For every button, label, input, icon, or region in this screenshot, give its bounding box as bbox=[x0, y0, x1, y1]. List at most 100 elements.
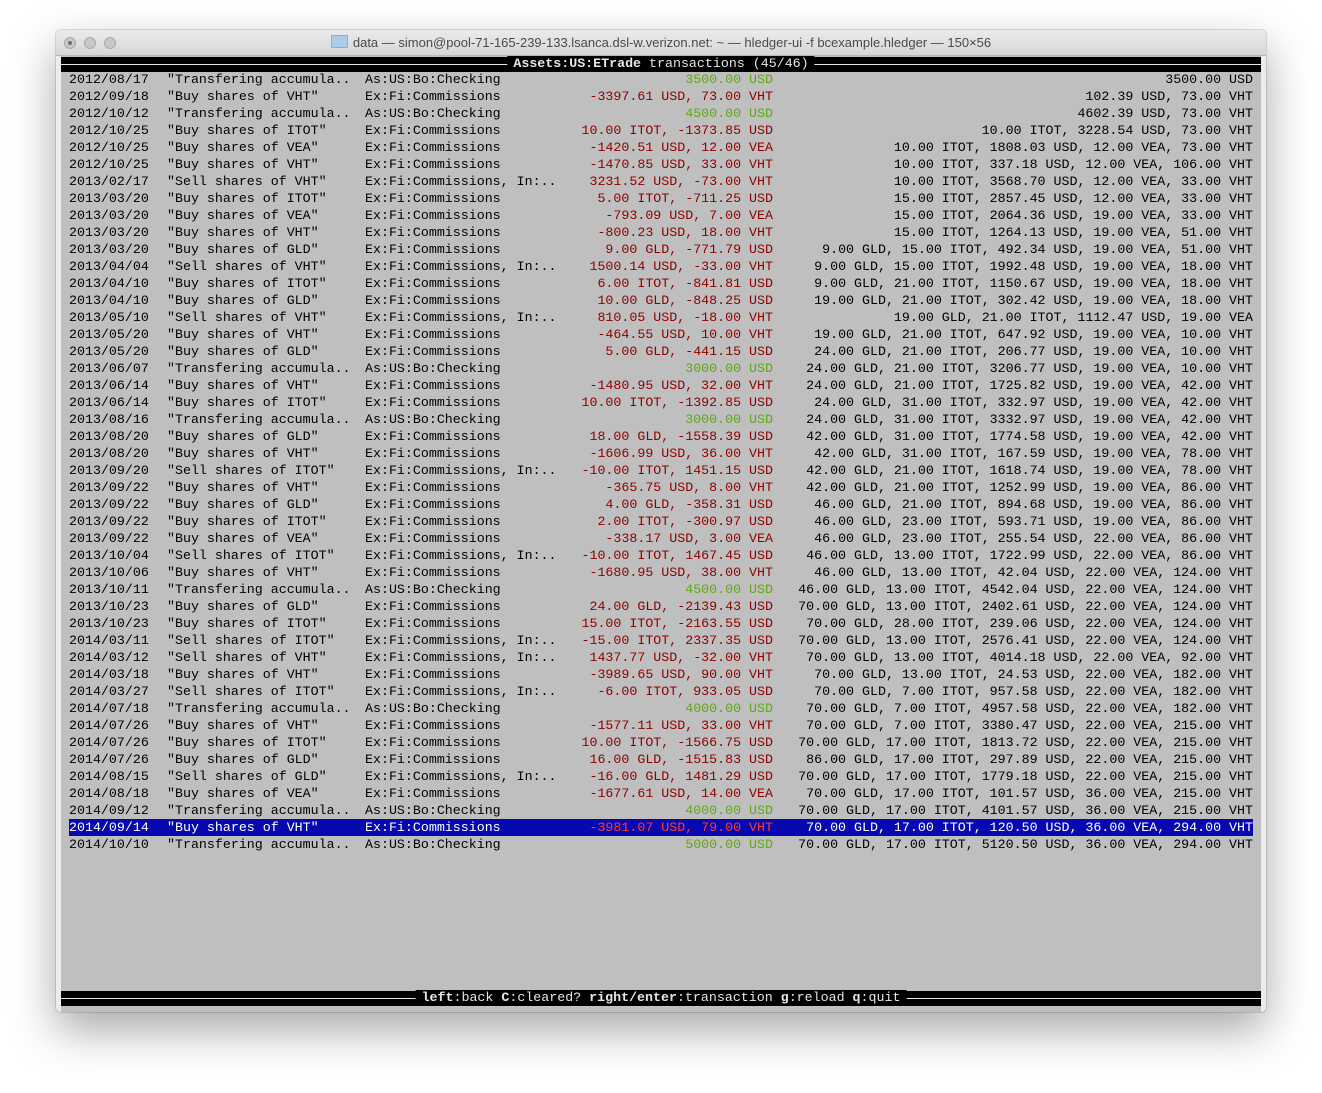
table-row[interactable]: 2013/05/10 "Sell shares of VHT" Ex:Fi:Comm… bbox=[61, 309, 1261, 326]
amount-cell: -15.00 ITOT, 2337.35 USD bbox=[581, 633, 773, 648]
table-row[interactable]: 2013/10/04 "Sell shares of ITOT" Ex:Fi:Com… bbox=[61, 547, 1261, 564]
amount-cell: -10.00 ITOT, 1467.45 USD bbox=[581, 548, 773, 563]
balance-cell: 24.00 GLD, 31.00 ITOT, 3332.97 USD, 19.0… bbox=[806, 412, 1253, 427]
description-cell: "Buy shares of VHT" bbox=[167, 820, 319, 835]
table-row[interactable]: 2013/03/20 "Buy shares of ITOT" Ex:Fi:Comm… bbox=[61, 190, 1261, 207]
description-cell: "Buy shares of GLD" bbox=[167, 293, 319, 308]
description-cell: "Buy shares of VHT" bbox=[167, 480, 319, 495]
table-row[interactable]: 2013/03/20 "Buy shares of VEA" Ex:Fi:Commi… bbox=[61, 207, 1261, 224]
description-cell: "Buy shares of GLD" bbox=[167, 752, 319, 767]
window-title: data — simon@pool-71-165-239-133.lsanca.… bbox=[56, 35, 1266, 50]
date-cell: 2014/07/26 bbox=[69, 752, 149, 767]
table-row[interactable]: 2013/08/20 "Buy shares of GLD" Ex:Fi:Commi… bbox=[61, 428, 1261, 445]
account-cell: As:US:Bo:Checking bbox=[365, 72, 501, 87]
description-cell: "Buy shares of VHT" bbox=[167, 225, 319, 240]
table-row[interactable]: 2013/08/16 "Transfering accumula.. As:US:B… bbox=[61, 411, 1261, 428]
balance-cell: 70.00 GLD, 13.00 ITOT, 2576.41 USD, 22.0… bbox=[798, 633, 1253, 648]
table-row[interactable]: 2013/09/22 "Buy shares of ITOT" Ex:Fi:Comm… bbox=[61, 513, 1261, 530]
table-row[interactable]: 2013/10/23 "Buy shares of GLD" Ex:Fi:Commi… bbox=[61, 598, 1261, 615]
table-row[interactable]: 2014/07/26 "Buy shares of GLD" Ex:Fi:Commi… bbox=[61, 751, 1261, 768]
date-cell: 2013/03/20 bbox=[69, 191, 149, 206]
table-row[interactable]: 2012/10/25 "Buy shares of VEA" Ex:Fi:Commi… bbox=[61, 139, 1261, 156]
table-row[interactable]: 2013/10/11 "Transfering accumula.. As:US:B… bbox=[61, 581, 1261, 598]
balance-cell: 10.00 ITOT, 3568.70 USD, 12.00 VEA, 33.0… bbox=[893, 174, 1253, 189]
table-row[interactable]: 2013/06/14 "Buy shares of ITOT" Ex:Fi:Comm… bbox=[61, 394, 1261, 411]
table-row[interactable]: 2013/08/20 "Buy shares of VHT" Ex:Fi:Commi… bbox=[61, 445, 1261, 462]
description-cell: "Transfering accumula.. bbox=[167, 803, 351, 818]
key-hint: C:cleared? bbox=[501, 990, 582, 1005]
date-cell: 2012/08/17 bbox=[69, 72, 149, 87]
table-row[interactable]: 2013/03/20 "Buy shares of GLD" Ex:Fi:Commi… bbox=[61, 241, 1261, 258]
table-row[interactable]: 2013/04/10 "Buy shares of ITOT" Ex:Fi:Comm… bbox=[61, 275, 1261, 292]
balance-cell: 10.00 ITOT, 1808.03 USD, 12.00 VEA, 73.0… bbox=[893, 140, 1253, 155]
table-row[interactable]: 2014/08/15 "Sell shares of GLD" Ex:Fi:Comm… bbox=[61, 768, 1261, 785]
table-row[interactable]: 2012/09/18 "Buy shares of VHT" Ex:Fi:Commi… bbox=[61, 88, 1261, 105]
table-row[interactable]: 2014/03/11 "Sell shares of ITOT" Ex:Fi:Com… bbox=[61, 632, 1261, 649]
table-row[interactable]: 2012/10/25 "Buy shares of ITOT" Ex:Fi:Comm… bbox=[61, 122, 1261, 139]
table-row[interactable]: 2013/04/04 "Sell shares of VHT" Ex:Fi:Comm… bbox=[61, 258, 1261, 275]
account-cell: Ex:Fi:Commissions bbox=[365, 667, 501, 682]
balance-cell: 42.00 GLD, 31.00 ITOT, 167.59 USD, 19.00… bbox=[814, 446, 1253, 461]
date-cell: 2013/02/17 bbox=[69, 174, 149, 189]
terminal-screen[interactable]: Assets:US:ETrade transactions (45/46) 20… bbox=[61, 56, 1261, 1012]
amount-cell: 3000.00 USD bbox=[685, 361, 773, 376]
amount-cell: 10.00 ITOT, -1566.75 USD bbox=[581, 735, 773, 750]
balance-cell: 102.39 USD, 73.00 VHT bbox=[1085, 89, 1253, 104]
table-row[interactable]: 2013/10/23 "Buy shares of ITOT" Ex:Fi:Comm… bbox=[61, 615, 1261, 632]
table-row[interactable]: 2014/07/26 "Buy shares of VHT" Ex:Fi:Commi… bbox=[61, 717, 1261, 734]
date-cell: 2013/10/23 bbox=[69, 616, 149, 631]
description-cell: "Buy shares of VHT" bbox=[167, 89, 319, 104]
table-row[interactable]: 2014/10/10 "Transfering accumula.. As:US:B… bbox=[61, 836, 1261, 853]
table-row[interactable]: 2013/05/20 "Buy shares of VHT" Ex:Fi:Commi… bbox=[61, 326, 1261, 343]
amount-cell: 5.00 ITOT, -711.25 USD bbox=[597, 191, 773, 206]
table-row[interactable]: 2013/09/22 "Buy shares of VEA" Ex:Fi:Commi… bbox=[61, 530, 1261, 547]
table-row[interactable]: 2012/10/25 "Buy shares of VHT" Ex:Fi:Commi… bbox=[61, 156, 1261, 173]
minimize-button[interactable] bbox=[84, 37, 96, 49]
account-cell: Ex:Fi:Commissions bbox=[365, 327, 501, 342]
account-cell: Ex:Fi:Commissions, In:.. bbox=[365, 548, 557, 563]
amount-cell: -1606.99 USD, 36.00 VHT bbox=[589, 446, 773, 461]
table-row[interactable]: 2012/08/17 "Transfering accumula.. As:US:B… bbox=[61, 71, 1261, 88]
account-cell: As:US:Bo:Checking bbox=[365, 582, 501, 597]
table-row-selected[interactable]: 2014/09/14 "Buy shares of VHT" Ex:Fi:Commi… bbox=[69, 819, 1253, 836]
key-hint: right/enter:transaction bbox=[589, 990, 773, 1005]
table-row[interactable]: 2013/09/20 "Sell shares of ITOT" Ex:Fi:Com… bbox=[61, 462, 1261, 479]
table-row[interactable]: 2013/03/20 "Buy shares of VHT" Ex:Fi:Commi… bbox=[61, 224, 1261, 241]
table-row[interactable]: 2013/06/14 "Buy shares of VHT" Ex:Fi:Commi… bbox=[61, 377, 1261, 394]
amount-cell: 18.00 GLD, -1558.39 USD bbox=[589, 429, 773, 444]
table-row[interactable]: 2013/04/10 "Buy shares of GLD" Ex:Fi:Commi… bbox=[61, 292, 1261, 309]
table-row[interactable]: 2013/06/07 "Transfering accumula.. As:US:B… bbox=[61, 360, 1261, 377]
table-row[interactable]: 2012/10/12 "Transfering accumula.. As:US:B… bbox=[61, 105, 1261, 122]
table-row[interactable]: 2014/03/27 "Sell shares of ITOT" Ex:Fi:Com… bbox=[61, 683, 1261, 700]
table-row[interactable]: 2013/09/22 "Buy shares of GLD" Ex:Fi:Commi… bbox=[61, 496, 1261, 513]
date-cell: 2014/09/12 bbox=[69, 803, 149, 818]
close-button[interactable] bbox=[64, 37, 76, 49]
description-cell: "Buy shares of VHT" bbox=[167, 718, 319, 733]
account-cell: Ex:Fi:Commissions bbox=[365, 140, 501, 155]
key-action: cleared? bbox=[517, 990, 582, 1005]
table-row[interactable]: 2013/09/22 "Buy shares of VHT" Ex:Fi:Commi… bbox=[61, 479, 1261, 496]
table-row[interactable]: 2014/07/18 "Transfering accumula.. As:US:B… bbox=[61, 700, 1261, 717]
table-row[interactable]: 2014/08/18 "Buy shares of VEA" Ex:Fi:Commi… bbox=[61, 785, 1261, 802]
account-cell: Ex:Fi:Commissions bbox=[365, 735, 501, 750]
date-cell: 2014/03/12 bbox=[69, 650, 149, 665]
balance-cell: 70.00 GLD, 17.00 ITOT, 5120.50 USD, 36.0… bbox=[798, 837, 1253, 852]
table-row[interactable]: 2014/03/12 "Sell shares of VHT" Ex:Fi:Comm… bbox=[61, 649, 1261, 666]
table-row[interactable]: 2013/02/17 "Sell shares of VHT" Ex:Fi:Comm… bbox=[61, 173, 1261, 190]
date-cell: 2013/05/10 bbox=[69, 310, 149, 325]
table-row[interactable]: 2014/07/26 "Buy shares of ITOT" Ex:Fi:Comm… bbox=[61, 734, 1261, 751]
amount-cell: 10.00 GLD, -848.25 USD bbox=[597, 293, 773, 308]
table-row[interactable]: 2014/09/12 "Transfering accumula.. As:US:B… bbox=[61, 802, 1261, 819]
folder-icon bbox=[330, 35, 348, 48]
table-row[interactable]: 2013/05/20 "Buy shares of GLD" Ex:Fi:Commi… bbox=[61, 343, 1261, 360]
account-cell: As:US:Bo:Checking bbox=[365, 106, 501, 121]
balance-cell: 70.00 GLD, 17.00 ITOT, 1813.72 USD, 22.0… bbox=[798, 735, 1253, 750]
zoom-button[interactable] bbox=[104, 37, 116, 49]
amount-cell: -1680.95 USD, 38.00 VHT bbox=[589, 565, 773, 580]
description-cell: "Buy shares of VHT" bbox=[167, 565, 319, 580]
table-row[interactable]: 2014/03/18 "Buy shares of VHT" Ex:Fi:Commi… bbox=[61, 666, 1261, 683]
amount-cell: 3500.00 USD bbox=[685, 72, 773, 87]
table-row[interactable]: 2013/10/06 "Buy shares of VHT" Ex:Fi:Commi… bbox=[61, 564, 1261, 581]
description-cell: "Transfering accumula.. bbox=[167, 701, 351, 716]
description-cell: "Transfering accumula.. bbox=[167, 582, 351, 597]
